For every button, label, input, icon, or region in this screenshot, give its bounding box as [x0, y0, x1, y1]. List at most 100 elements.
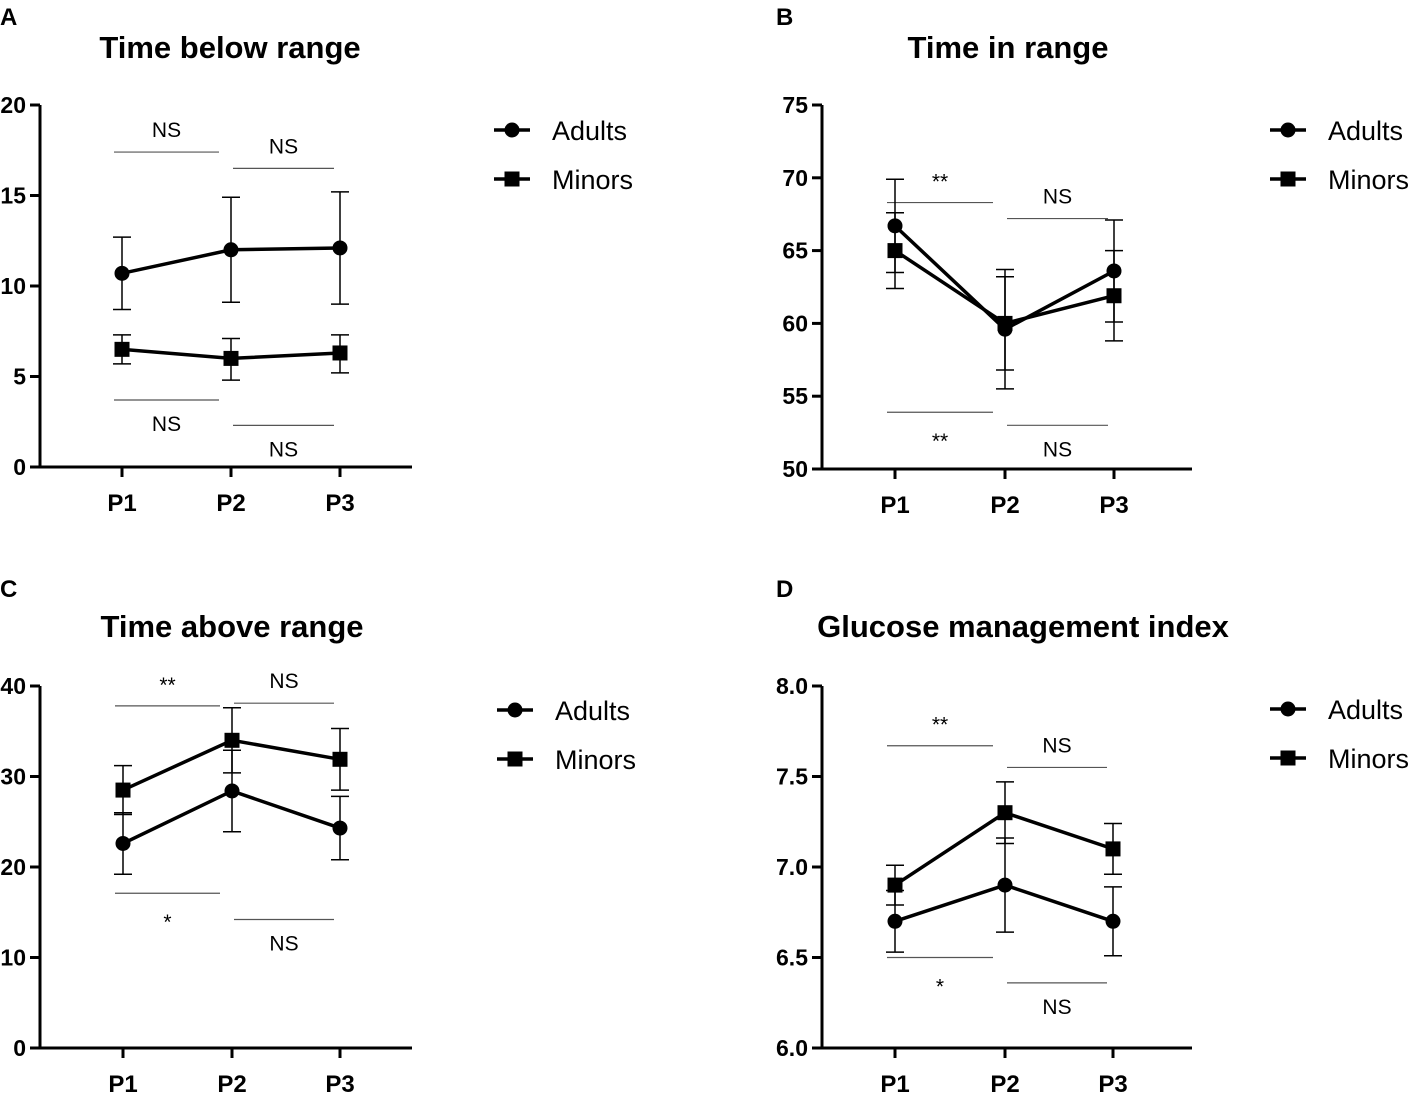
panel-a: A Time below range 0 5 10 15 20 P1 P2 P3 NS NS NS NS A…	[0, 4, 633, 517]
panel-c: C Time above range 0 10 20 30 40 P1 P2 P3 ** NS * NS A…	[0, 576, 636, 1093]
x-tick-label: P1	[108, 1071, 137, 1093]
legend-label: Minors	[1328, 165, 1409, 195]
legend: Adults Minors	[497, 696, 636, 775]
series-minors	[886, 781, 1122, 906]
y-tick-label: 70	[782, 165, 808, 191]
panel-letter: C	[0, 576, 17, 603]
y-tick-label: 75	[782, 92, 808, 118]
data-point	[997, 315, 1013, 331]
legend-marker	[1280, 701, 1296, 717]
legend-marker	[1280, 750, 1296, 766]
y-tick-label: 60	[782, 310, 808, 336]
y-tick-label: 8.0	[776, 673, 808, 699]
legend-label: Adults	[1328, 116, 1403, 146]
y-tick-label: 10	[0, 945, 26, 971]
data-point	[332, 345, 348, 361]
y-tick-label: 0	[13, 1035, 26, 1061]
x-tick-label: P2	[990, 1071, 1019, 1093]
data-point	[114, 341, 130, 357]
legend-marker	[1280, 171, 1296, 187]
series-adults	[886, 837, 1122, 957]
y-tick-label: 20	[0, 92, 26, 118]
data-point	[115, 835, 131, 851]
x-tick-label: P3	[1099, 492, 1128, 519]
legend: Adults Minors	[1270, 695, 1409, 774]
panel-b: B Time in range 50 55 60 65 70 75 P1 P2 P3 ** NS ** NS…	[776, 4, 1409, 519]
y-tick-label: 15	[0, 183, 26, 209]
y-tick-label: 6.0	[776, 1035, 808, 1061]
data-point	[332, 751, 348, 767]
chart-title: Time above range	[100, 609, 363, 644]
y-tick-label: 30	[0, 764, 26, 790]
legend-marker	[504, 171, 520, 187]
x-tick-label: P1	[880, 492, 909, 519]
series-minors	[886, 211, 1123, 371]
y-tick-label: 0	[13, 454, 26, 480]
y-tick-label: 10	[0, 273, 26, 299]
chart-title: Time below range	[99, 30, 360, 65]
series-adults	[113, 191, 349, 311]
panel-letter: B	[776, 4, 793, 31]
data-point	[223, 350, 239, 366]
legend-label: Minors	[1328, 744, 1409, 774]
significance-label: NS	[269, 438, 298, 461]
data-point	[332, 820, 348, 836]
data-point	[114, 265, 130, 281]
x-tick-label: P2	[216, 490, 245, 517]
significance-label: NS	[269, 135, 298, 158]
y-tick-label: 50	[782, 456, 808, 482]
significance-label: NS	[1042, 734, 1071, 757]
x-tick-label: P3	[325, 1071, 354, 1093]
legend-label: Adults	[555, 696, 630, 726]
legend: Adults Minors	[494, 116, 633, 195]
data-point	[997, 877, 1013, 893]
x-tick-label: P1	[107, 490, 136, 517]
data-point	[1106, 288, 1122, 304]
x-tick-label: P3	[325, 490, 354, 517]
panel-d: D Glucose management index 6.0 6.5 7.0 7.5 8.0…	[776, 576, 1409, 1093]
panel-letter: D	[776, 576, 793, 603]
significance-label: NS	[269, 670, 298, 693]
significance-label: **	[932, 714, 948, 737]
series-minors	[113, 334, 349, 381]
series-minors	[114, 706, 349, 816]
legend-label: Adults	[552, 116, 627, 146]
y-tick-label: 20	[0, 854, 26, 880]
data-point	[887, 243, 903, 259]
significance-label: NS	[152, 119, 181, 142]
y-tick-label: 6.5	[776, 945, 808, 971]
y-tick-label: 7.0	[776, 854, 808, 880]
significance-label: NS	[1042, 996, 1071, 1019]
x-tick-label: P1	[880, 1071, 909, 1093]
panel-letter: A	[0, 4, 17, 31]
significance-label: NS	[152, 413, 181, 436]
data-point	[887, 877, 903, 893]
data-point	[887, 913, 903, 929]
data-point	[115, 782, 131, 798]
data-point	[332, 240, 348, 256]
y-tick-label: 55	[782, 383, 808, 409]
significance-label: *	[163, 911, 171, 934]
series-line	[894, 810, 1114, 887]
significance-label: NS	[269, 932, 298, 955]
data-point	[1105, 913, 1121, 929]
y-tick-label: 65	[782, 238, 808, 264]
x-tick-label: P2	[217, 1071, 246, 1093]
x-tick-label: P3	[1098, 1071, 1127, 1093]
x-tick-label: P2	[990, 492, 1019, 519]
data-point	[224, 732, 240, 748]
legend-marker	[504, 122, 520, 138]
data-point	[223, 242, 239, 258]
data-point	[997, 805, 1013, 821]
significance-label: NS	[1043, 438, 1072, 461]
significance-label: *	[936, 976, 944, 999]
chart-title: Time in range	[908, 30, 1109, 65]
legend-label: Minors	[555, 745, 636, 775]
legend-marker	[507, 702, 523, 718]
chart-title: Glucose management index	[817, 609, 1229, 644]
y-tick-label: 40	[0, 673, 26, 699]
y-tick-label: 5	[13, 364, 26, 390]
y-tick-label: 7.5	[776, 764, 808, 790]
legend-marker	[507, 751, 523, 767]
